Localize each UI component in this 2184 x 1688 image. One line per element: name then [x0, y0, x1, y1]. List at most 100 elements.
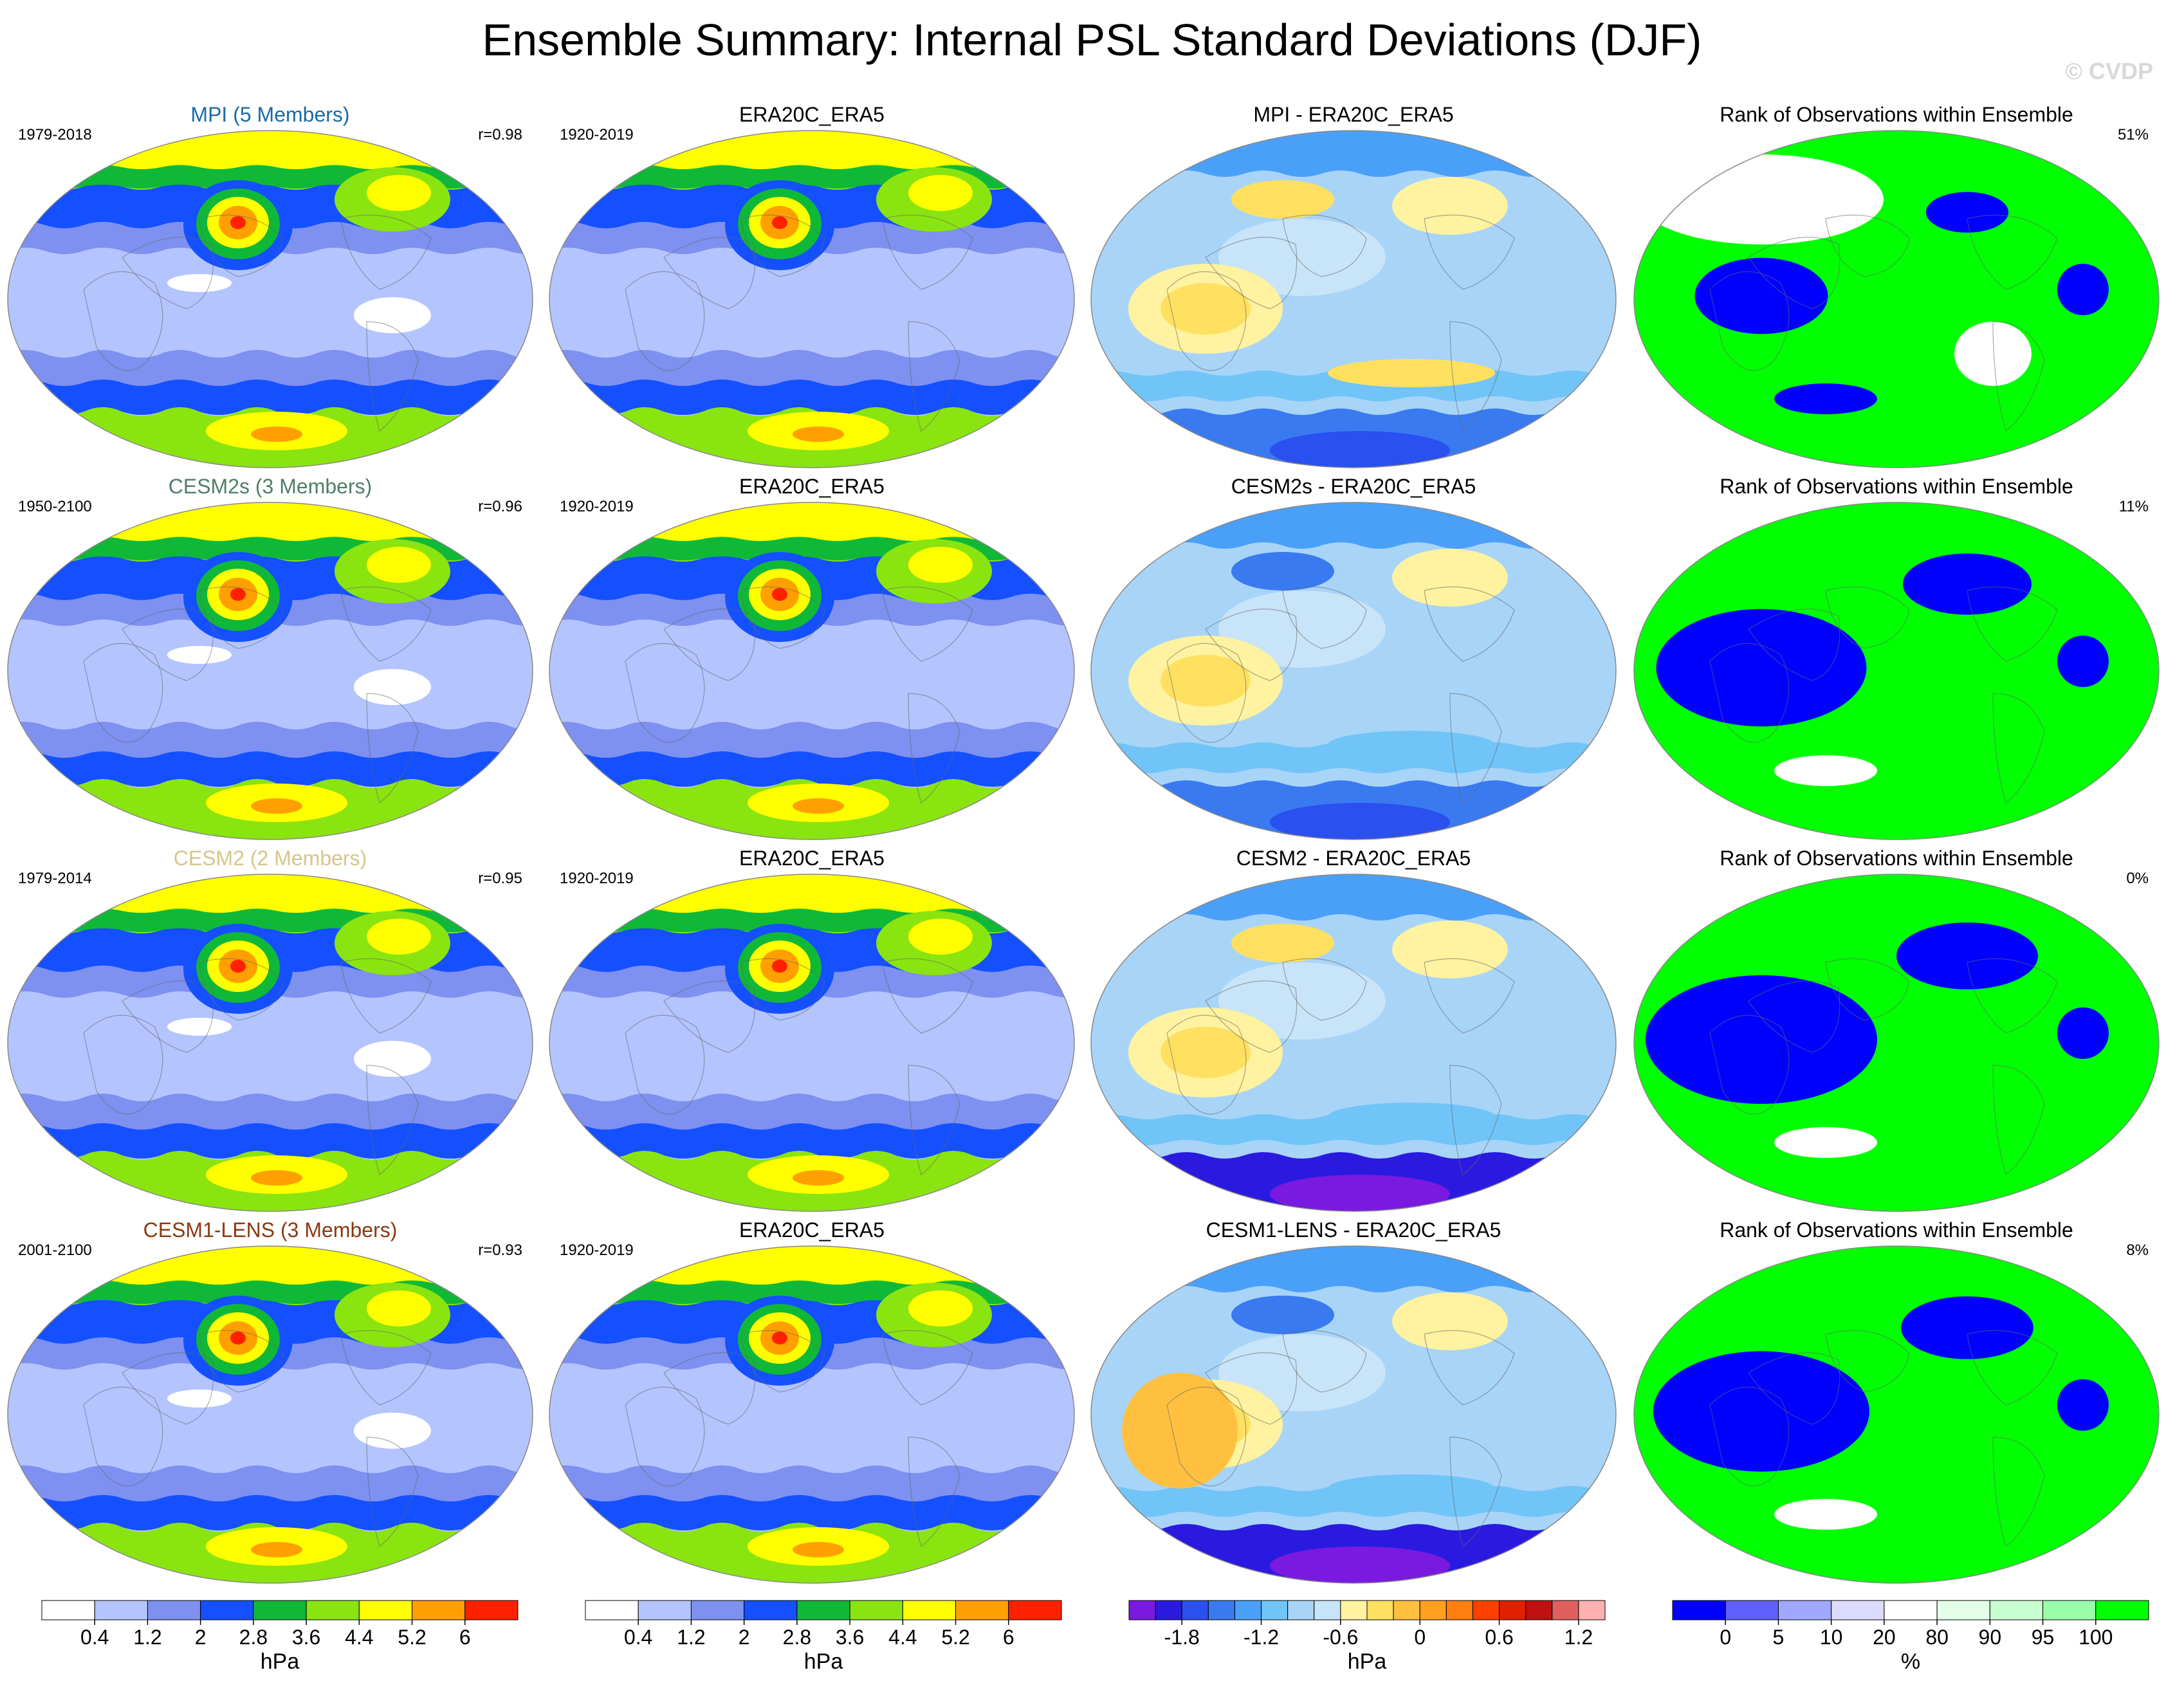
- map-svg: [7, 130, 533, 468]
- diff-atlantic: [1392, 549, 1508, 607]
- map-fill: [1634, 1246, 2159, 1583]
- sd-south-orange: [793, 1542, 844, 1557]
- panel-title: CESM2s - ERA20C_ERA5: [1231, 475, 1476, 498]
- panel-title: ERA20C_ERA5: [739, 1218, 885, 1242]
- coastline: [83, 271, 163, 371]
- map-fill: [549, 1246, 1074, 1583]
- coastline: [882, 1330, 973, 1406]
- colorbar-box: [955, 1600, 1009, 1620]
- colorbar-tick-label: 2.8: [783, 1626, 811, 1647]
- map-svg: [1633, 502, 2160, 840]
- map-fill: [549, 502, 1074, 839]
- colorbar-box: [1314, 1600, 1341, 1620]
- colorbar-box: [1472, 1600, 1500, 1620]
- coastline: [340, 958, 432, 1034]
- map-panel: CESM1-LENS (3 Members) 2001-2100 r=0.93: [6, 1218, 534, 1584]
- sd-atlantic-yellow: [367, 175, 431, 211]
- colorbar-tick-label: -1.2: [1243, 1626, 1279, 1647]
- coastline: [882, 586, 973, 662]
- colorbar-box: [358, 1600, 413, 1620]
- panel-years: 1920-2019: [560, 870, 634, 887]
- colorbar-unit: %: [1900, 1649, 1921, 1674]
- coastline: [1748, 237, 1840, 309]
- map-panel: CESM2 (2 Members) 1979-2014 r=0.95: [6, 847, 534, 1212]
- map-panel: Rank of Observations within Ensemble 8%: [1633, 1218, 2160, 1584]
- map-outline: [1090, 130, 1617, 468]
- coastline: [1709, 271, 1790, 371]
- sd-band-south-mid: [8, 350, 533, 390]
- colorbar-box: [1261, 1600, 1289, 1620]
- coastline: [1967, 214, 2058, 290]
- rank-low-region: [2057, 1007, 2109, 1059]
- colorbar-box: [1181, 1600, 1209, 1620]
- panel-years: 1920-2019: [560, 126, 634, 143]
- sd-south-orange: [251, 798, 302, 814]
- map-panel: CESM2 - ERA20C_ERA5: [1090, 847, 1617, 1212]
- sd-south-orange: [793, 1170, 844, 1186]
- map-svg: [1090, 1245, 1617, 1584]
- map-svg: [549, 502, 1075, 840]
- colorbar-box: [1419, 1600, 1447, 1620]
- panel-title: Rank of Observations within Ensemble: [1720, 475, 2073, 498]
- colorbar-box: [464, 1600, 518, 1620]
- map-outline: [1633, 1245, 2160, 1584]
- map-fill: [1091, 1246, 1616, 1583]
- sd-center-red: [772, 216, 787, 229]
- coastline: [663, 1352, 756, 1425]
- panel-stat: 0%: [2126, 870, 2149, 887]
- sd-band-north-yellow: [8, 1246, 533, 1285]
- map-panel: CESM1-LENS - ERA20C_ERA5: [1090, 1218, 1617, 1584]
- panel-title: Rank of Observations within Ensemble: [1720, 103, 2073, 126]
- panel-title: ERA20C_ERA5: [739, 475, 885, 498]
- diff-antarctic-core: [1270, 803, 1450, 839]
- map-outline: [7, 130, 533, 468]
- coastline: [122, 237, 214, 309]
- map-svg: [1090, 874, 1617, 1212]
- sd-tropics: [8, 1031, 533, 1080]
- colorbar-box: [200, 1600, 254, 1620]
- sd-band-south-blue: [8, 380, 533, 415]
- rank-mid-region: [1954, 322, 2032, 386]
- rank-low-region: [2057, 636, 2109, 687]
- sd-atlantic-yellow: [367, 547, 431, 583]
- colorbar-box: [1128, 1600, 1156, 1620]
- coastline: [1166, 1014, 1247, 1115]
- colorbar-box: [796, 1600, 850, 1620]
- colorbar-box: [1672, 1600, 1726, 1620]
- coastline: [908, 1065, 960, 1176]
- colorbar-box: [2095, 1600, 2149, 1620]
- colorbar-tick-label: 0.4: [624, 1626, 652, 1647]
- diff-antarctic-core: [1270, 431, 1450, 468]
- coastline: [1205, 980, 1298, 1053]
- colorbar-box: [41, 1600, 95, 1620]
- map-panel: MPI - ERA20C_ERA5: [1090, 103, 1617, 468]
- coastline: [1449, 1065, 1502, 1176]
- colorbar-box: [1725, 1600, 1779, 1620]
- sd-band-north-yellow: [8, 874, 533, 913]
- colorbar-tick-label: -1.8: [1164, 1626, 1200, 1647]
- colorbar-box: [1445, 1600, 1473, 1620]
- sd-south-orange: [793, 427, 844, 442]
- figure-title: Ensemble Summary: Internal PSL Standard …: [482, 15, 1702, 65]
- coastline: [1449, 321, 1502, 432]
- colorbar-box: [1207, 1600, 1235, 1620]
- map-outline: [1633, 874, 2160, 1212]
- map-outline: [1633, 130, 2160, 468]
- sd-atlantic-yellow: [908, 547, 973, 583]
- panel-title: ERA20C_ERA5: [739, 103, 885, 126]
- panel-title: CESM1-LENS (3 Members): [143, 1218, 398, 1242]
- coastline: [1992, 1436, 2045, 1548]
- sd-atlantic-yellow: [908, 175, 973, 211]
- map-svg: [549, 1245, 1075, 1584]
- sd-tropics: [8, 288, 533, 336]
- diff-north-pacific: [1231, 180, 1334, 219]
- sd-band-north-darkgreen: [8, 1281, 533, 1304]
- sd-low-patch: [354, 1413, 431, 1449]
- map-svg: [7, 874, 533, 1212]
- colorbar-box: [1884, 1600, 1938, 1620]
- coastline: [1424, 1330, 1515, 1406]
- map-fill: [8, 131, 533, 468]
- sd-band-south-mid: [549, 1094, 1074, 1133]
- map-panel: Rank of Observations within Ensemble 51%: [1633, 103, 2160, 468]
- colorbar-tick-label: 5: [1773, 1626, 1785, 1647]
